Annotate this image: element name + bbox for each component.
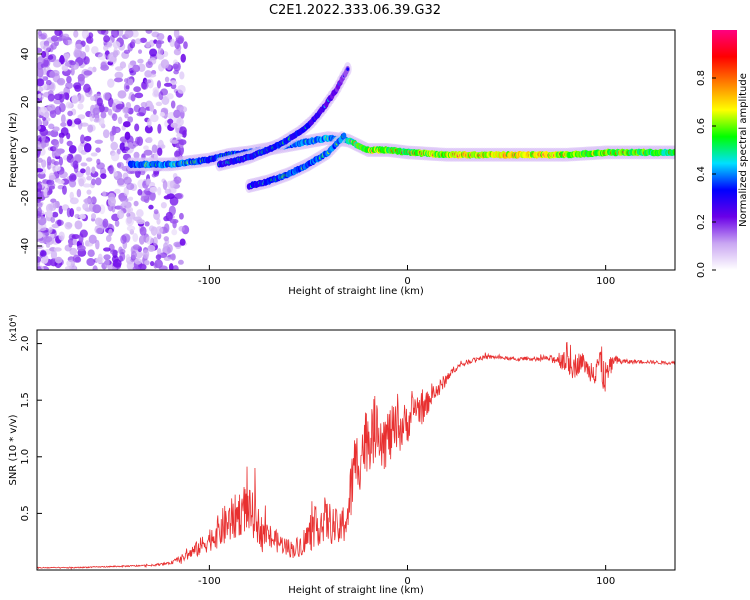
colorbar-scale: [712, 30, 737, 270]
spectrogram-x-tick-label: 100: [596, 276, 615, 287]
snr-x-ticks: -100 0 100: [198, 565, 615, 587]
snr-frame: [36, 329, 676, 571]
figure-title: C2E1.2022.333.06.39.G32: [269, 3, 441, 18]
colorbar: 0.0 0.2 0.4 0.6 0.8 Normalized spectral ampl…: [696, 30, 749, 278]
spectrogram-feature-2: [245, 131, 347, 193]
snr-y-tick-label: 0.5: [20, 505, 31, 521]
colorbar-label: Normalized spectral amplitude: [738, 73, 749, 227]
spectrogram-y-ticks: -40 -20 0 20 40: [20, 48, 42, 254]
spectrogram-noise: [37, 30, 190, 270]
colorbar-tick-label: 0.6: [696, 118, 707, 134]
colorbar-tick-label: 0.0: [696, 262, 707, 278]
spectrogram-panel: -100 0 100 -40 -20 0 20 40 Height of straight …: [8, 29, 676, 297]
snr-x-axis-label: Height of straight line (km): [288, 585, 424, 596]
spectrogram-feature-1: [215, 62, 352, 172]
spectrogram-y-tick-label: 40: [20, 48, 31, 61]
spectrogram-x-axis-label: Height of straight line (km): [288, 286, 424, 297]
snr-y-tick-label: 1.5: [20, 392, 31, 408]
spectrogram-x-tick-label: -100: [198, 276, 221, 287]
snr-y-tick-label: 2.0: [20, 336, 31, 352]
snr-y-multiplier: (x10⁴): [9, 314, 19, 341]
snr-x-tick-label: -100: [198, 576, 221, 587]
spectrogram-y-tick-label: 0: [20, 147, 31, 153]
snr-panel: -100 0 100 0.5 1.0 1.5 2.0 Height of straight…: [8, 314, 676, 596]
colorbar-tick-label: 0.4: [696, 166, 707, 182]
spectrogram-y-axis-label: Frequency (Hz): [8, 112, 19, 188]
spectrogram-y-tick-label: -20: [20, 190, 31, 206]
colorbar-ticks: 0.0 0.2 0.4 0.6 0.8: [696, 70, 716, 278]
spectrogram-y-tick-label: 20: [20, 96, 31, 109]
colorbar-tick-label: 0.2: [696, 214, 707, 230]
snr-line-layer: [37, 341, 675, 570]
spectrogram-y-tick-label: -40: [20, 238, 31, 254]
snr-series-line: [37, 341, 675, 570]
snr-x-tick-label: 100: [596, 576, 615, 587]
spectrogram-x-ticks: -100 0 100: [198, 265, 615, 287]
colorbar-tick-label: 0.8: [696, 70, 707, 86]
spectrogram-x-tick-label: 0: [404, 276, 410, 287]
snr-x-tick-label: 0: [404, 576, 410, 587]
spectrogram-image: [37, 30, 675, 270]
snr-y-tick-label: 1.0: [20, 449, 31, 465]
snr-y-ticks: 0.5 1.0 1.5 2.0: [20, 336, 42, 521]
snr-y-axis-label: SNR (10 * v/v): [8, 414, 19, 485]
